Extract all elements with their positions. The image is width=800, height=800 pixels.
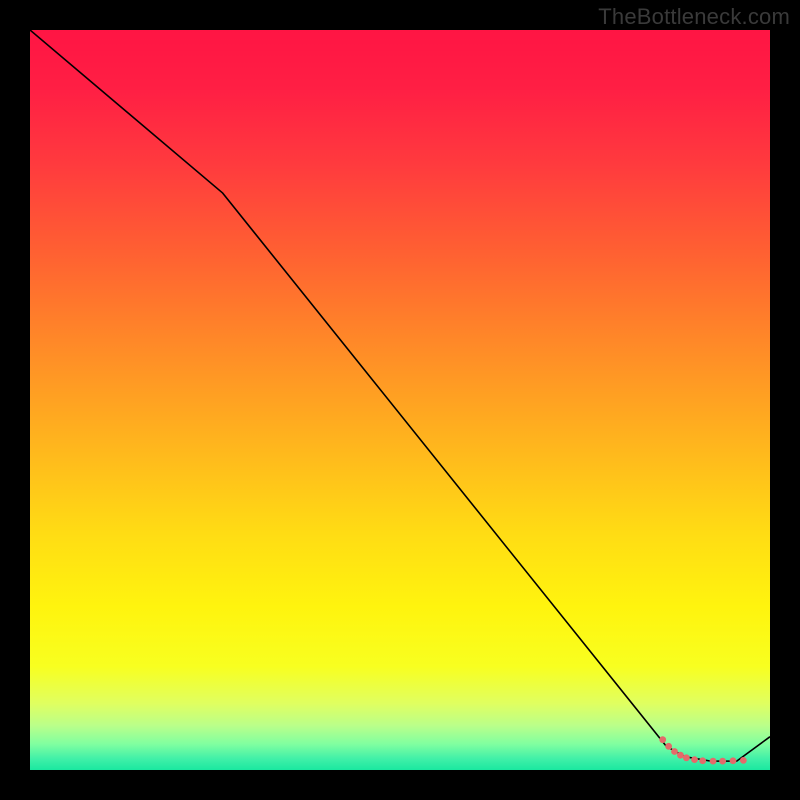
data-marker [677, 752, 684, 759]
data-marker [719, 758, 726, 765]
data-marker [730, 757, 737, 764]
watermark-text: TheBottleneck.com [598, 4, 790, 30]
data-marker [691, 756, 698, 763]
data-marker [683, 754, 690, 761]
chart-svg [30, 30, 770, 770]
data-marker [710, 758, 717, 765]
chart-frame: TheBottleneck.com [0, 0, 800, 800]
data-marker [699, 757, 706, 764]
data-marker [665, 743, 672, 750]
data-marker [740, 757, 747, 764]
plot-area [30, 30, 770, 770]
data-marker [659, 736, 666, 743]
chart-background [30, 30, 770, 770]
data-marker [671, 748, 678, 755]
